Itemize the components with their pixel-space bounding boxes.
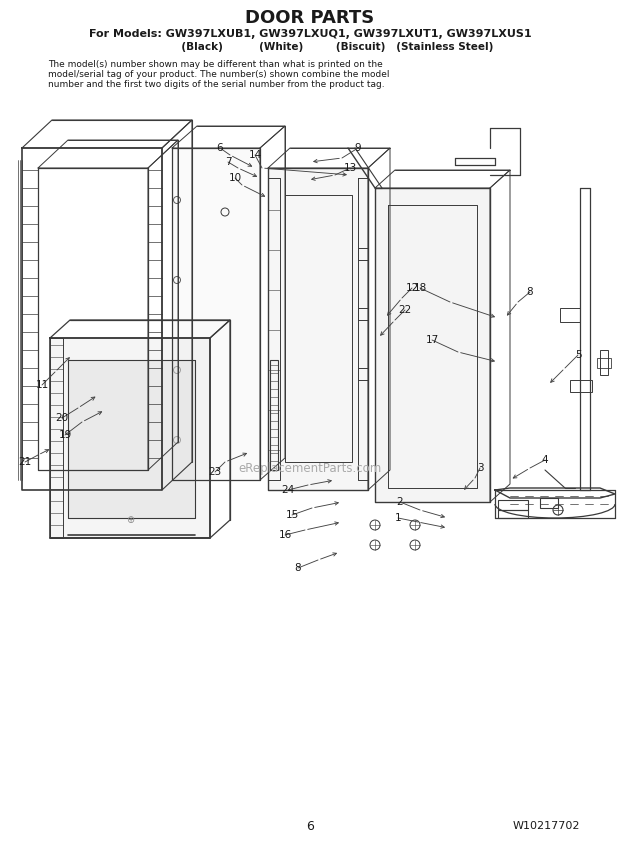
Text: number and the first two digits of the serial number from the product tag.: number and the first two digits of the s… bbox=[48, 80, 384, 89]
Text: 8: 8 bbox=[294, 563, 301, 573]
Text: 5: 5 bbox=[575, 350, 582, 360]
Text: 14: 14 bbox=[249, 150, 262, 160]
Text: 24: 24 bbox=[281, 485, 294, 495]
Polygon shape bbox=[50, 338, 210, 538]
Text: 7: 7 bbox=[224, 157, 231, 167]
Bar bbox=[600, 350, 608, 375]
Polygon shape bbox=[68, 360, 195, 518]
Bar bbox=[358, 368, 368, 380]
Bar bbox=[597, 358, 611, 368]
Text: 18: 18 bbox=[414, 283, 427, 293]
Bar bbox=[540, 498, 558, 508]
Text: DOOR PARTS: DOOR PARTS bbox=[246, 9, 374, 27]
Text: 13: 13 bbox=[343, 163, 356, 173]
Text: 3: 3 bbox=[477, 463, 484, 473]
Text: 6: 6 bbox=[216, 143, 223, 153]
Text: 6: 6 bbox=[306, 819, 314, 833]
Text: 8: 8 bbox=[526, 287, 533, 297]
Bar bbox=[498, 510, 528, 518]
Text: 2: 2 bbox=[397, 497, 404, 507]
Text: 19: 19 bbox=[58, 430, 72, 440]
Text: 15: 15 bbox=[285, 510, 299, 520]
Bar bbox=[358, 248, 368, 260]
Text: 11: 11 bbox=[35, 380, 48, 390]
Text: (Black)          (White)         (Biscuit)   (Stainless Steel): (Black) (White) (Biscuit) (Stainless Ste… bbox=[127, 42, 493, 52]
Text: The model(s) number shown may be different than what is printed on the: The model(s) number shown may be differe… bbox=[48, 60, 383, 69]
Text: 1: 1 bbox=[395, 513, 401, 523]
Polygon shape bbox=[268, 168, 368, 490]
Bar bbox=[270, 360, 278, 470]
Polygon shape bbox=[375, 188, 490, 502]
Text: 12: 12 bbox=[405, 283, 419, 293]
Bar bbox=[358, 308, 368, 320]
Bar bbox=[498, 500, 528, 510]
Text: eReplacementParts.com: eReplacementParts.com bbox=[238, 461, 382, 474]
Text: For Models: GW397LXUB1, GW397LXUQ1, GW397LXUT1, GW397LXUS1: For Models: GW397LXUB1, GW397LXUQ1, GW39… bbox=[89, 29, 531, 39]
Text: W10217702: W10217702 bbox=[513, 821, 580, 831]
Text: model/serial tag of your product. The number(s) shown combine the model: model/serial tag of your product. The nu… bbox=[48, 70, 389, 79]
Text: 9: 9 bbox=[355, 143, 361, 153]
Text: 22: 22 bbox=[399, 305, 412, 315]
Text: 4: 4 bbox=[542, 455, 548, 465]
Text: 23: 23 bbox=[208, 467, 221, 477]
Bar bbox=[560, 308, 580, 322]
Bar bbox=[570, 380, 592, 392]
Text: 17: 17 bbox=[425, 335, 438, 345]
Text: 20: 20 bbox=[55, 413, 69, 423]
Text: 16: 16 bbox=[278, 530, 291, 540]
Text: ⊕: ⊕ bbox=[126, 515, 134, 525]
Text: 21: 21 bbox=[19, 457, 32, 467]
Text: 10: 10 bbox=[228, 173, 242, 183]
Polygon shape bbox=[172, 148, 260, 480]
